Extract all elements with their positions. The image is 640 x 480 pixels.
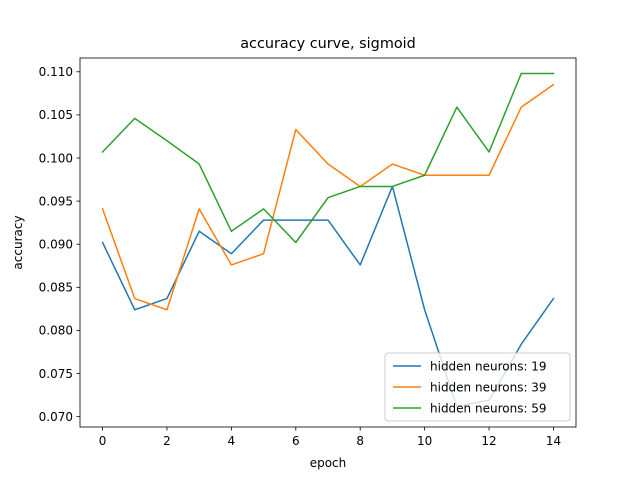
plot-frame [79,57,577,428]
series-line-2 [101,83,555,311]
x-tick-label: 2 [163,434,171,448]
y-tick-label: 0.075 [39,367,73,381]
y-tick-label: 0.085 [39,281,73,295]
x-tick-label: 4 [228,434,236,448]
y-tick-label: 0.080 [39,324,73,338]
y-tick-label: 0.100 [39,151,73,165]
legend: hidden neurons: 19 hidden neurons: 39 hidd… [384,352,571,422]
y-tick-label: 0.095 [39,194,73,208]
legend-box [384,352,571,422]
y-tick-label: 0.090 [39,238,73,252]
x-tick-label: 6 [292,434,300,448]
chart-title: accuracy curve, sigmoid [240,36,416,52]
legend-label-1: hidden neurons: 19 [430,359,547,373]
y-axis: 0.070 0.075 0.080 0.085 0.090 0.095 0.100 0.105… [39,65,80,424]
legend-label-2: hidden neurons: 39 [430,380,547,394]
x-tick-label: 8 [356,434,364,448]
y-tick-label: 0.110 [39,65,73,79]
legend-label-3: hidden neurons: 59 [430,401,547,415]
x-tick-label: 0 [99,434,107,448]
x-tick-label: 12 [481,434,496,448]
x-axis: 0 2 4 6 8 10 12 14 [99,427,561,448]
y-tick-label: 0.105 [39,108,73,122]
x-tick-label: 10 [417,434,432,448]
x-tick-label: 14 [546,434,561,448]
x-axis-label: epoch [310,456,347,470]
series-line-3 [101,72,555,244]
y-axis-label: accuracy [11,215,25,269]
y-tick-label: 0.070 [39,410,73,424]
